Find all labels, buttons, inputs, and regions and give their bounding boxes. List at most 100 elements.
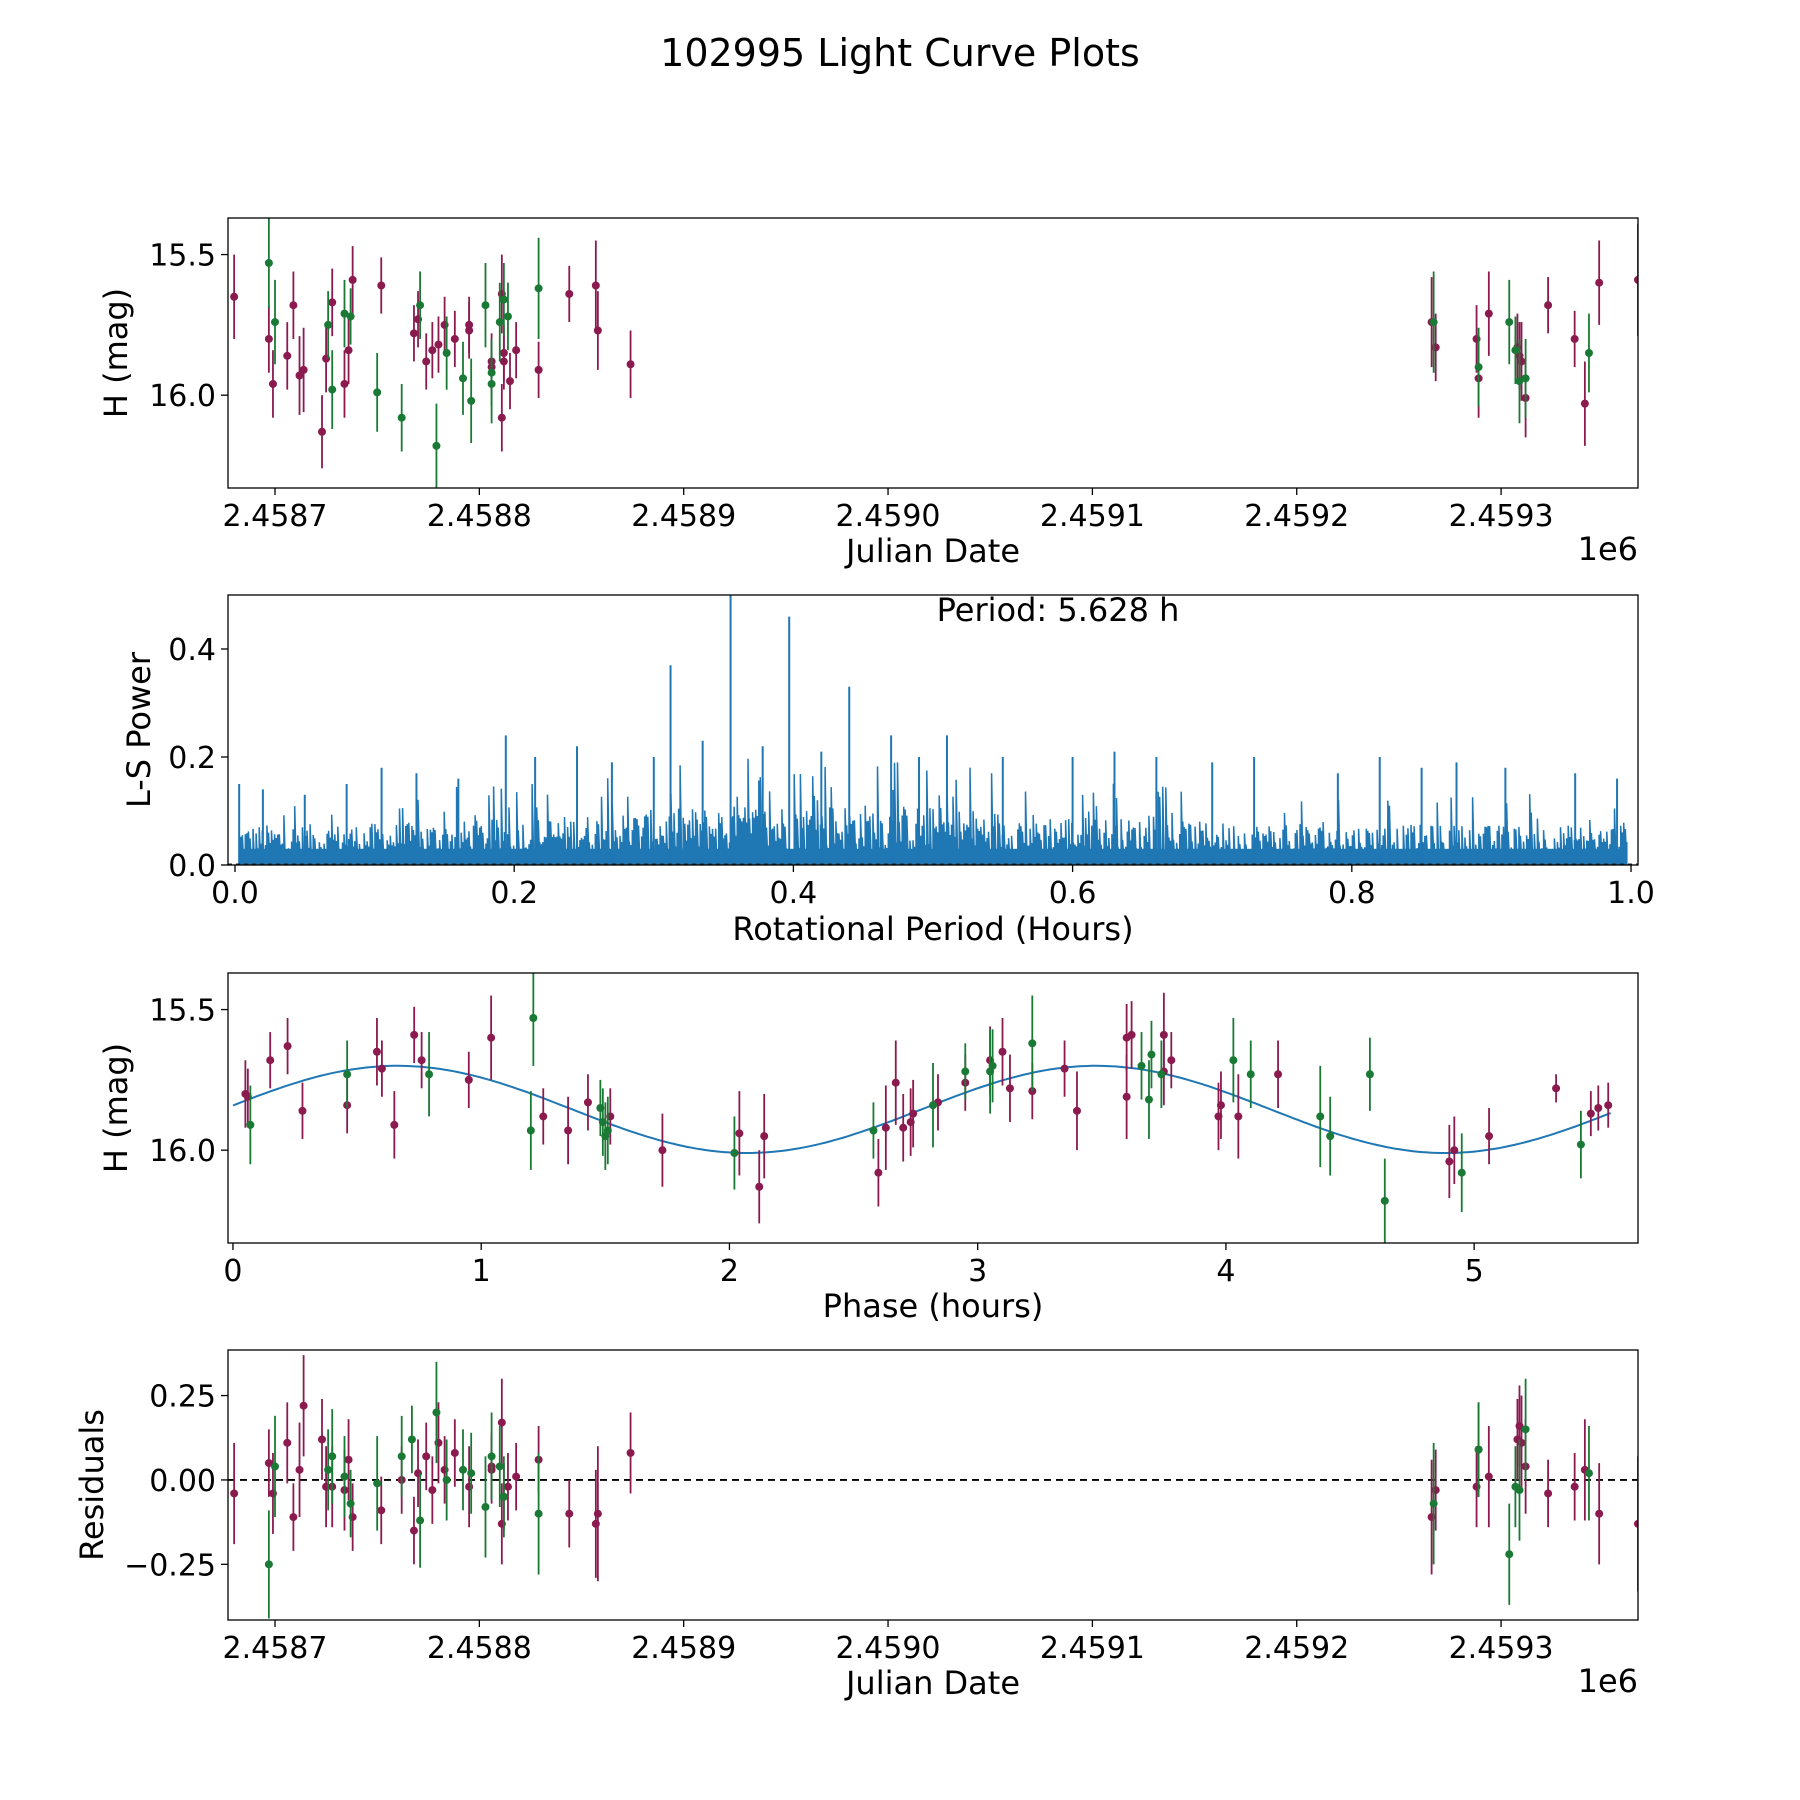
data-point-g <box>1584 1469 1593 1478</box>
data-point-g <box>324 1465 333 1474</box>
data-point-r <box>283 1042 292 1051</box>
data-point-r <box>1570 334 1579 343</box>
data-point-r <box>348 275 357 284</box>
data-point-r <box>230 1489 239 1498</box>
data-point-r <box>230 292 239 301</box>
data-point-r <box>735 1129 744 1138</box>
panel-light-curve-marks <box>230 218 1638 488</box>
data-point-g <box>1474 1445 1483 1454</box>
period-annotation: Period: 5.628 h <box>937 591 1180 629</box>
data-point-r <box>318 427 326 436</box>
data-point-r <box>1634 275 1638 284</box>
data-point-r <box>298 1106 307 1115</box>
data-point-r <box>998 1047 1007 1056</box>
data-point-r <box>1544 301 1553 310</box>
data-point-g <box>1028 1039 1037 1048</box>
data-point-r <box>512 346 521 355</box>
data-point-r <box>503 1482 512 1491</box>
data-point-r <box>283 1438 292 1447</box>
panel-p2-y-tick-label: 0.4 <box>168 633 216 668</box>
panel-periodogram-frame <box>227 594 1639 866</box>
data-point-g <box>1380 1196 1389 1205</box>
panel-p1-x-tick-label: 2.4593 <box>1449 499 1554 534</box>
data-point-g <box>459 1465 467 1474</box>
data-point-g <box>264 259 273 267</box>
data-point-g <box>1521 374 1530 383</box>
data-point-g <box>1229 1056 1238 1065</box>
panel-p2-x-tick-label: 0.6 <box>1049 876 1097 911</box>
data-point-r <box>1060 1064 1069 1073</box>
panel-p1-x-tick-label: 2.4592 <box>1244 499 1349 534</box>
data-point-r <box>1450 1146 1459 1155</box>
data-point-g <box>397 413 406 422</box>
data-point-g <box>1157 1070 1166 1079</box>
data-point-r <box>534 365 543 374</box>
data-point-r <box>1122 1092 1131 1101</box>
data-point-r <box>1570 1482 1579 1491</box>
data-point-r <box>422 1452 431 1461</box>
data-point-r <box>1552 1084 1561 1093</box>
data-point-r <box>422 357 431 366</box>
data-point-r <box>539 1112 548 1121</box>
data-point-g <box>1505 318 1514 327</box>
data-point-r <box>591 281 600 290</box>
panel-p1-x-tick-label: 2.4590 <box>836 499 941 534</box>
data-point-g <box>1316 1112 1325 1121</box>
data-point-r <box>487 1033 496 1042</box>
data-point-g <box>373 1479 382 1488</box>
data-point-g <box>1147 1050 1156 1059</box>
panel-light-curve-y-label: H (mag) <box>97 288 135 418</box>
data-point-r <box>1586 1109 1595 1118</box>
data-point-g <box>534 284 543 293</box>
panel-p3-x-tick-label: 3 <box>968 1254 987 1289</box>
data-point-r <box>1604 1101 1613 1110</box>
panel-periodogram-y-label: L-S Power <box>120 651 158 808</box>
periodogram-base-band <box>239 848 1627 865</box>
panel-p3-x-tick-label: 1 <box>472 1254 491 1289</box>
data-point-r <box>1485 1132 1494 1141</box>
data-point-r <box>283 351 292 360</box>
data-point-g <box>495 318 504 327</box>
data-point-g <box>869 1126 878 1135</box>
data-point-r <box>295 1465 304 1474</box>
data-point-g <box>246 1120 255 1129</box>
data-point-g <box>487 1452 496 1461</box>
data-point-r <box>289 1513 298 1522</box>
data-point-r <box>377 1064 386 1073</box>
data-point-g <box>1576 1140 1585 1149</box>
data-point-r <box>264 334 273 343</box>
panel-p4-x-tick-label: 2.4587 <box>223 1631 328 1666</box>
data-point-r <box>409 1526 418 1535</box>
panel-periodogram-y-ticks: 0.0 0.2 0.4 <box>168 633 228 884</box>
panel-periodogram-x-label: Rotational Period (Hours) <box>732 910 1133 948</box>
panel-residuals-x-ticks: 2.4587 2.4588 2.4589 2.4590 2.4591 2.4592 2.45… <box>223 1620 1554 1666</box>
data-point-r <box>372 1047 381 1056</box>
data-point-g <box>442 349 451 357</box>
data-point-r <box>390 1120 399 1129</box>
data-point-g <box>534 1509 543 1518</box>
data-point-r <box>899 1123 908 1132</box>
panel-p3-y-tick-label: 15.5 <box>149 994 216 1029</box>
panel-p3-x-tick-label: 5 <box>1465 1254 1484 1289</box>
panel-light-curve-x-label: Julian Date <box>844 532 1020 570</box>
data-point-r <box>506 377 514 386</box>
data-point-g <box>343 1070 352 1079</box>
data-point-r <box>299 1401 308 1410</box>
panel-residuals-y-ticks: 0.25 0.00 −0.25 <box>124 1380 228 1583</box>
data-point-g <box>328 385 337 394</box>
panel-p1-x-tick-label: 2.4587 <box>223 499 328 534</box>
figure-title: 102995 Light Curve Plots <box>660 31 1140 75</box>
data-point-g <box>481 301 490 310</box>
panel-periodogram: 0.0 0.2 0.4 0.6 0.8 1.0 0.0 0.2 0.4 Period: 5.6… <box>120 591 1655 948</box>
data-point-g <box>526 1126 535 1135</box>
data-point-g <box>1246 1070 1255 1079</box>
data-point-g <box>425 1070 434 1079</box>
data-point-g <box>346 312 355 321</box>
data-point-r <box>1234 1112 1243 1121</box>
panel-residuals-y-label: Residuals <box>73 1409 111 1561</box>
data-point-r <box>428 1486 437 1495</box>
data-point-r <box>264 1459 273 1468</box>
data-point-g <box>529 1014 538 1022</box>
panel-light-curve-offset-label: 1e6 <box>1578 530 1638 568</box>
panel-p2-y-tick-label: 0.0 <box>168 849 216 884</box>
